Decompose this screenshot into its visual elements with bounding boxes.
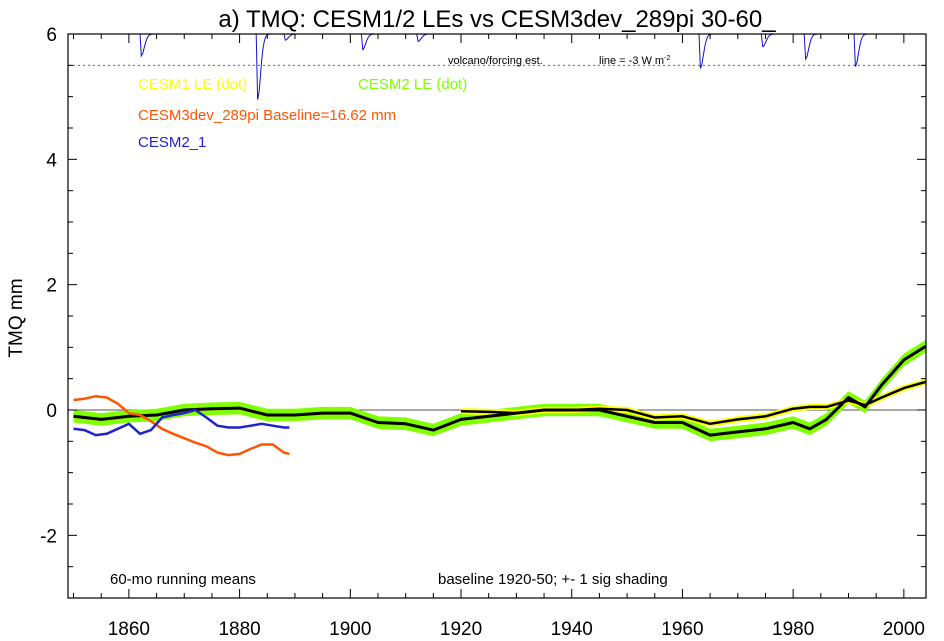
cesm1-mean-line bbox=[460, 380, 927, 426]
cesm1-sigma-band bbox=[461, 378, 926, 427]
legend-cesm1: CESM1 LE (dot) bbox=[138, 76, 247, 93]
legend-cesm3dev: CESM3dev_289pi Baseline=16.62 mm bbox=[138, 107, 396, 124]
series-layer bbox=[68, 33, 927, 457]
x-tick-label: 1880 bbox=[218, 619, 260, 640]
volcano-label: volcano/forcing est. bbox=[448, 55, 543, 67]
x-tick-label: 2000 bbox=[883, 619, 925, 640]
y-tick-label: 2 bbox=[46, 276, 57, 297]
cesm2-1-line bbox=[73, 408, 290, 437]
y-tick-label: 0 bbox=[46, 401, 57, 422]
axis-layer: 1860 1880 1900 1920 1940 1960 1980 2000 -2 0 2 4 6 bbox=[40, 25, 927, 640]
y-tick-label: 4 bbox=[46, 150, 57, 171]
x-tick-label: 1980 bbox=[772, 619, 814, 640]
legend-cesm2: CESM2 LE (dot) bbox=[358, 76, 467, 93]
x-tick-label: 1920 bbox=[440, 619, 482, 640]
y-tick-label: -2 bbox=[40, 526, 57, 547]
legend-cesm2-1: CESM2_1 bbox=[138, 134, 206, 151]
baseline-note: baseline 1920-50; +- 1 sig shading bbox=[438, 571, 668, 588]
chart-title: a) TMQ: CESM1/2 LEs vs CESM3dev_289pi 30… bbox=[218, 6, 776, 33]
x-tick-label: 1960 bbox=[661, 619, 703, 640]
cesm2-sigma-band bbox=[73, 339, 926, 442]
forcing-line-label: line = -3 W m-2 bbox=[599, 55, 670, 67]
x-tick-label: 1900 bbox=[329, 619, 371, 640]
y-tick-label: 6 bbox=[46, 25, 57, 46]
running-means-note: 60-mo running means bbox=[110, 571, 256, 588]
x-tick-label: 1860 bbox=[108, 619, 150, 640]
y-axis-label: TMQ mm bbox=[6, 278, 27, 357]
x-tick-label: 1940 bbox=[551, 619, 593, 640]
cesm3dev-line bbox=[73, 394, 290, 457]
